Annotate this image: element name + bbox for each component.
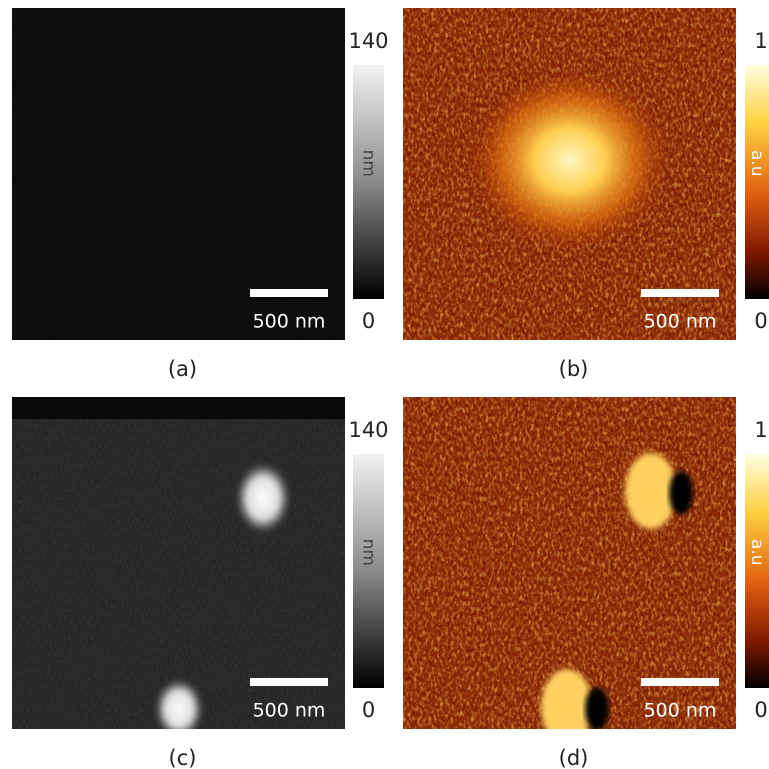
particle-shadow: [669, 471, 693, 515]
scale-bar: [641, 289, 719, 297]
image: [12, 397, 345, 739]
colorbar: [745, 454, 769, 688]
scale-bar-label: 500 nm: [644, 311, 717, 333]
colorbar-min: 0: [754, 309, 767, 333]
particle: [236, 463, 290, 533]
panel: 500 nm: [403, 8, 736, 340]
panel: 500 nm: [403, 397, 736, 745]
colorbar-max: 1: [754, 29, 767, 53]
panel-label: (a): [168, 357, 197, 381]
colorbar-unit: nm: [359, 539, 379, 566]
panel: 500 nm: [12, 8, 345, 340]
scale-bar-label: 500 nm: [253, 311, 326, 333]
scale-bar: [250, 289, 328, 297]
particle-shadow: [585, 687, 609, 731]
colorbar: [353, 65, 384, 299]
bright-spot: [470, 70, 670, 250]
particle: [155, 679, 203, 739]
panel: 500 nm: [12, 397, 345, 739]
figure: 500 nm 140 0 nm (a) 500 nm 1 0 a.u (b) 500 nm 140 0 n…: [0, 0, 769, 769]
colorbar-min: 0: [362, 698, 375, 722]
scale-bar-label: 500 nm: [644, 700, 717, 722]
colorbar-unit: nm: [359, 150, 379, 177]
colorbar: [745, 65, 769, 299]
panel-label: (d): [559, 746, 589, 769]
colorbar-min: 0: [362, 309, 375, 333]
colorbar-max: 140: [348, 29, 388, 53]
scale-bar: [641, 678, 719, 686]
colorbar-unit: a.u: [747, 539, 767, 566]
panel-label: (c): [169, 746, 197, 769]
image: [403, 397, 736, 745]
top-strip: [12, 397, 345, 419]
scale-bar-label: 500 nm: [253, 700, 326, 722]
colorbar-min: 0: [754, 698, 767, 722]
colorbar-unit: a.u: [747, 150, 767, 177]
colorbar-max: 1: [754, 418, 767, 442]
colorbar-max: 140: [348, 418, 388, 442]
scale-bar: [250, 678, 328, 686]
panel-label: (b): [559, 357, 589, 381]
colorbar: [353, 454, 384, 688]
